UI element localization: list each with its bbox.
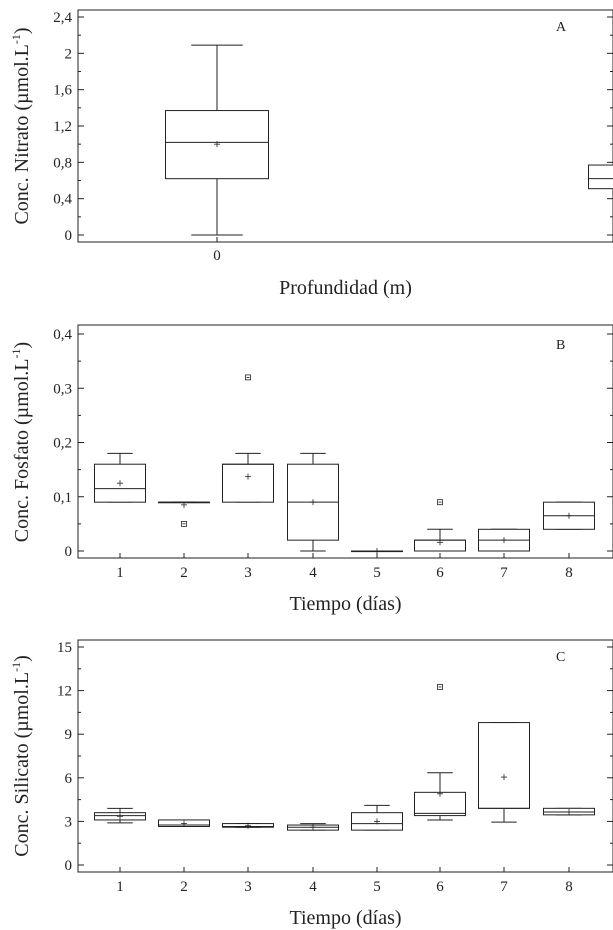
outlier-point — [437, 684, 443, 690]
x-tick-label: 1 — [116, 565, 124, 581]
box-1 — [94, 452, 146, 503]
x-tick-label: 4 — [309, 879, 317, 895]
x-tick-label: 6 — [436, 879, 444, 895]
box-2 — [158, 819, 210, 827]
x-tick-label: 2 — [180, 565, 188, 581]
x-tick-label: 2 — [180, 879, 188, 895]
x-axis-label: Tiempo (días) — [289, 593, 401, 615]
y-tick-label: 0,2 — [53, 436, 72, 452]
y-axis-label-close: ) — [11, 27, 33, 34]
iqr-box — [478, 722, 530, 809]
y-tick-label: 0 — [65, 544, 73, 560]
x-tick-label: 8 — [565, 879, 573, 895]
y-axis-label-close: ) — [11, 655, 33, 662]
iqr-box — [222, 463, 274, 503]
chart-panel-b: 0 0,1 0,2 0,3 0,4 1 2 3 4 5 6 7 8 Tiempo (días) Conc. … — [9, 324, 613, 615]
y-tick-label: 0 — [65, 228, 73, 244]
x-tick-label: 5 — [373, 879, 381, 895]
x-axis-label: Tiempo (días) — [289, 907, 401, 929]
iqr-box — [588, 164, 613, 190]
outlier-point — [245, 374, 251, 381]
box-8 — [543, 807, 595, 816]
x-tick-label: 1 — [116, 879, 124, 895]
y-axis-label-main: Conc. Nitrato (µmol.L — [11, 44, 33, 224]
y-tick-label: 3 — [65, 814, 73, 830]
x-tick-label: 3 — [244, 879, 252, 895]
y-axis-label-sup: -1 — [9, 348, 23, 358]
y-tick-label: 12 — [57, 684, 72, 700]
y-axis-label-sup: -1 — [9, 34, 23, 44]
y-tick-label: 2,4 — [53, 10, 72, 26]
y-tick-label: 0 — [65, 858, 73, 874]
y-tick-label: 0,4 — [53, 327, 72, 343]
box-4 — [287, 823, 339, 831]
outlier-point — [181, 520, 187, 527]
x-tick-label: 0 — [213, 248, 221, 264]
box-7 — [478, 528, 530, 552]
box-4 — [287, 452, 339, 552]
box-8 — [543, 501, 595, 530]
box-3 — [222, 822, 274, 829]
y-tick-label: 0,3 — [53, 381, 72, 397]
y-tick-label: 0,1 — [53, 490, 72, 506]
y-tick-label: 1,6 — [53, 83, 72, 99]
x-tick-label: 7 — [500, 879, 508, 895]
x-axis-label: Profundidad (m) — [279, 277, 412, 299]
y-axis-label-close: ) — [11, 342, 33, 349]
box-1 — [94, 807, 146, 824]
plot-frame — [77, 324, 613, 559]
box-2 — [158, 501, 210, 527]
panel-label: A — [556, 20, 567, 35]
y-axis-label: Conc. Silicato (µmol.L-1) — [9, 655, 33, 857]
x-tick-label: 3 — [244, 565, 252, 581]
chart-panel-a: 0 0,4 0,8 1,2 1,6 2 2,4 0 Profundidad (m) Conc. N… — [9, 9, 613, 299]
y-tick-label: 6 — [65, 771, 73, 787]
box-5 — [351, 548, 403, 554]
x-tick-label: 4 — [309, 565, 317, 581]
box-6 — [414, 499, 466, 552]
y-tick-label: 0,4 — [53, 192, 72, 208]
x-tick-label: 5 — [373, 565, 381, 581]
y-tick-label: 9 — [65, 727, 73, 743]
y-tick-label: 15 — [57, 640, 72, 656]
x-tick-label: 8 — [565, 565, 573, 581]
y-tick-label: 0,8 — [53, 155, 72, 171]
y-axis-label-main: Conc. Fosfato (µmol.L — [11, 358, 33, 542]
box-7 — [478, 722, 530, 823]
y-axis-label: Conc. Fosfato (µmol.L-1) — [9, 342, 33, 542]
y-axis-label-main: Conc. Silicato (µmol.L — [11, 672, 33, 857]
box-3 — [222, 374, 274, 503]
plot-frame — [77, 9, 613, 243]
box-5 — [351, 804, 403, 831]
panel-label: C — [556, 650, 565, 665]
y-axis-label-sup: -1 — [9, 662, 23, 672]
x-tick-label: 6 — [436, 565, 444, 581]
box-6 — [414, 684, 466, 821]
y-tick-label: 1,2 — [53, 119, 72, 135]
box-6 — [588, 164, 613, 190]
y-axis-label: Conc. Nitrato (µmol.L-1) — [9, 27, 33, 224]
plot-frame — [77, 639, 613, 873]
box-0 — [165, 44, 269, 236]
outlier-point — [437, 499, 443, 506]
y-tick-label: 2 — [65, 46, 73, 62]
x-tick-label: 7 — [500, 565, 508, 581]
panel-label: B — [556, 338, 565, 353]
